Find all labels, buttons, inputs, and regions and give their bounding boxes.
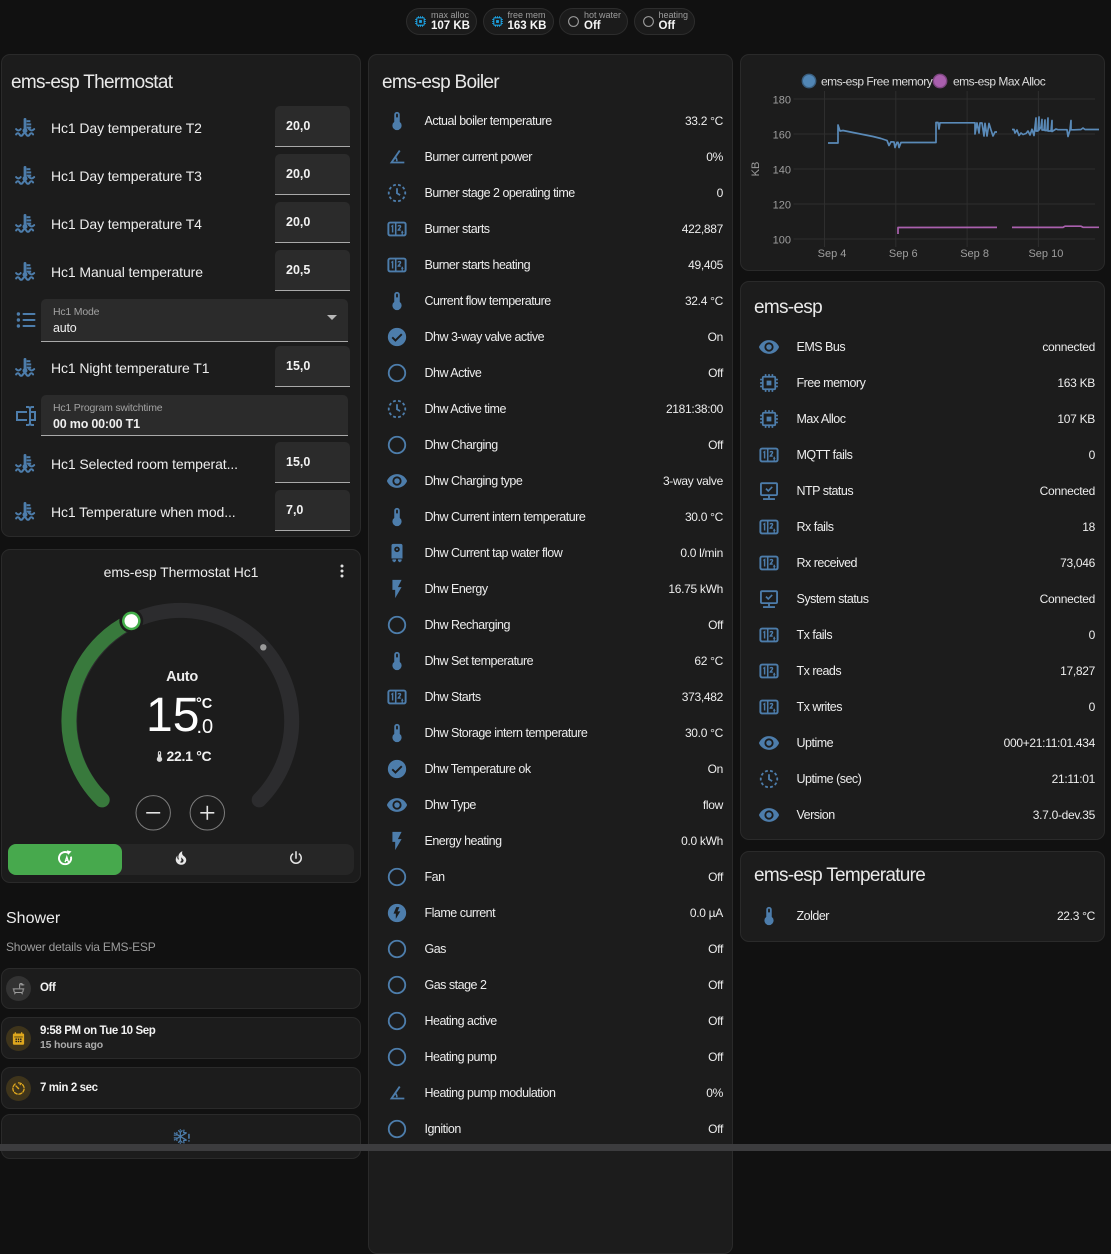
- svg-text:140: 140: [773, 165, 791, 177]
- svg-text:Sep 10: Sep 10: [1028, 248, 1063, 260]
- svg-text:120: 120: [773, 200, 791, 212]
- svg-text:ems-esp Max Alloc: ems-esp Max Alloc: [953, 75, 1046, 89]
- svg-text:100: 100: [773, 235, 791, 247]
- svg-text:Sep 4: Sep 4: [818, 248, 847, 260]
- svg-text:160: 160: [773, 130, 791, 142]
- svg-text:KB: KB: [750, 162, 762, 177]
- svg-text:Sep 8: Sep 8: [960, 248, 989, 260]
- svg-text:Sep 6: Sep 6: [889, 248, 918, 260]
- svg-text:ems-esp Free memory: ems-esp Free memory: [821, 75, 933, 89]
- svg-text:180: 180: [773, 95, 791, 107]
